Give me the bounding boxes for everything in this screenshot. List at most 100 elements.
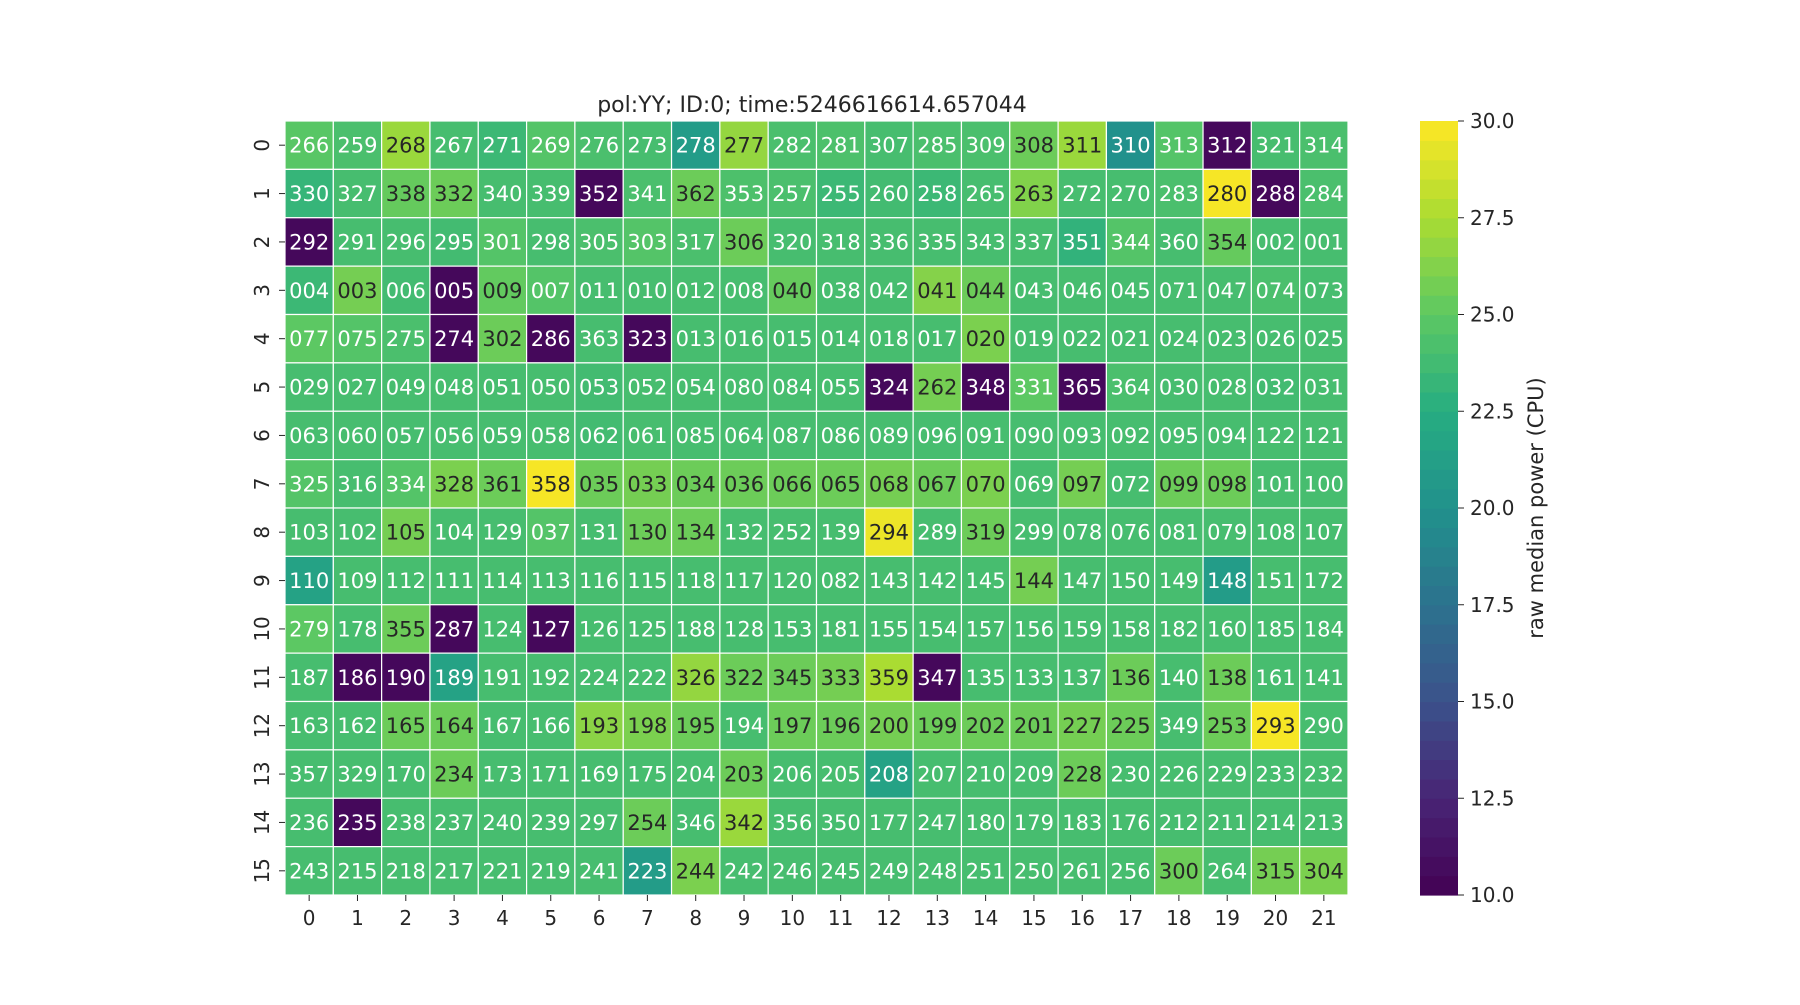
cell-label: 190 <box>386 666 426 690</box>
heatmap-cell <box>622 604 673 654</box>
heatmap-cell <box>767 846 818 896</box>
cell-label: 315 <box>1255 859 1295 883</box>
colorbar-band <box>1420 314 1458 335</box>
cell-label: 290 <box>1304 714 1344 738</box>
cell-label: 294 <box>869 521 909 545</box>
cell-label: 030 <box>1159 376 1199 400</box>
heatmap-cell <box>477 604 528 654</box>
x-tick-label: 4 <box>496 906 509 930</box>
colorbar-band <box>1420 701 1458 722</box>
heatmap-cell <box>1299 797 1349 848</box>
heatmap-cell <box>477 846 528 896</box>
heatmap-cell <box>332 700 383 751</box>
y-tick-label: 2 <box>250 236 274 249</box>
cell-label: 163 <box>289 714 329 738</box>
cell-label: 312 <box>1207 134 1247 158</box>
heatmap-cell <box>622 265 673 316</box>
cell-label: 173 <box>482 763 522 787</box>
cell-label: 157 <box>966 617 1006 641</box>
cell-label: 342 <box>724 811 764 835</box>
cell-label: 049 <box>386 376 426 400</box>
cell-label: 096 <box>917 424 957 448</box>
colorbar-band <box>1420 585 1458 606</box>
cell-label: 208 <box>869 763 909 787</box>
cell-label: 359 <box>869 666 909 690</box>
heatmap-cell <box>477 507 528 557</box>
heatmap-cell <box>864 410 914 461</box>
heatmap-cell <box>960 846 1011 896</box>
cell-label: 108 <box>1255 521 1295 545</box>
heatmap-cell <box>767 507 818 557</box>
heatmap-cell <box>284 459 334 509</box>
cell-label: 185 <box>1255 617 1295 641</box>
heatmap-cell <box>912 120 963 170</box>
cell-label: 207 <box>917 763 957 787</box>
cell-label: 299 <box>1014 521 1054 545</box>
heatmap-cell <box>525 797 576 848</box>
heatmap-cell <box>670 265 721 316</box>
colorbar-band <box>1420 643 1458 664</box>
cell-label: 085 <box>676 424 716 448</box>
heatmap-cell <box>864 507 914 557</box>
cell-label: 320 <box>772 230 812 254</box>
heatmap-cell <box>1202 555 1252 606</box>
cell-label: 126 <box>579 617 619 641</box>
cell-label: 118 <box>676 569 716 593</box>
cell-label: 233 <box>1255 763 1295 787</box>
cell-label: 177 <box>869 811 909 835</box>
cell-label: 198 <box>627 714 667 738</box>
heatmap-cell <box>1057 410 1108 461</box>
cell-label: 271 <box>482 134 522 158</box>
heatmap-cell <box>719 555 769 606</box>
colorbar-tick-label: 20.0 <box>1470 496 1515 520</box>
heatmap-cell <box>670 555 721 606</box>
heatmap-cell <box>960 797 1011 848</box>
cell-label: 111 <box>434 569 474 593</box>
y-tick-label: 14 <box>250 810 274 835</box>
heatmap-cell <box>429 797 479 848</box>
cell-label: 178 <box>337 617 377 641</box>
cell-label: 247 <box>917 811 957 835</box>
y-tick-label: 12 <box>250 713 274 738</box>
cell-label: 008 <box>724 279 764 303</box>
heatmap-cell <box>574 797 624 848</box>
heatmap-cell <box>719 797 769 848</box>
cell-label: 060 <box>337 424 377 448</box>
cell-label: 186 <box>337 666 377 690</box>
cell-label: 278 <box>676 134 716 158</box>
cell-label: 128 <box>724 617 764 641</box>
cell-label: 318 <box>821 230 861 254</box>
heatmap-cell <box>912 459 963 509</box>
cell-label: 176 <box>1111 811 1151 835</box>
cell-label: 078 <box>1062 521 1102 545</box>
x-tick-label: 17 <box>1118 906 1143 930</box>
cell-label: 040 <box>772 279 812 303</box>
cell-label: 316 <box>337 472 377 496</box>
heatmap-cells: 266 259 268 267 271 269 276 273 278 277 282 281 307 2… <box>284 120 1349 896</box>
cell-label: 081 <box>1159 521 1199 545</box>
cell-label: 289 <box>917 521 957 545</box>
cell-label: 304 <box>1304 859 1344 883</box>
heatmap-cell <box>864 749 914 799</box>
cell-label: 010 <box>627 279 667 303</box>
colorbar-band <box>1420 469 1458 490</box>
heatmap-cell <box>719 410 769 461</box>
cell-label: 167 <box>482 714 522 738</box>
heatmap-cell <box>1299 749 1349 799</box>
heatmap-cell <box>1154 797 1204 848</box>
cell-label: 122 <box>1255 424 1295 448</box>
heatmap-cell <box>767 217 818 267</box>
heatmap-cell <box>429 846 479 896</box>
colorbar-band <box>1420 546 1458 567</box>
cell-label: 054 <box>676 376 716 400</box>
heatmap-cell <box>1057 749 1108 799</box>
cell-label: 180 <box>966 811 1006 835</box>
x-tick-label: 11 <box>828 906 853 930</box>
cell-label: 089 <box>869 424 909 448</box>
heatmap-cell <box>1202 217 1252 267</box>
cell-label: 098 <box>1207 472 1247 496</box>
cell-label: 260 <box>869 182 909 206</box>
heatmap-cell <box>574 459 624 509</box>
cell-label: 270 <box>1111 182 1151 206</box>
colorbar-band <box>1420 778 1458 799</box>
